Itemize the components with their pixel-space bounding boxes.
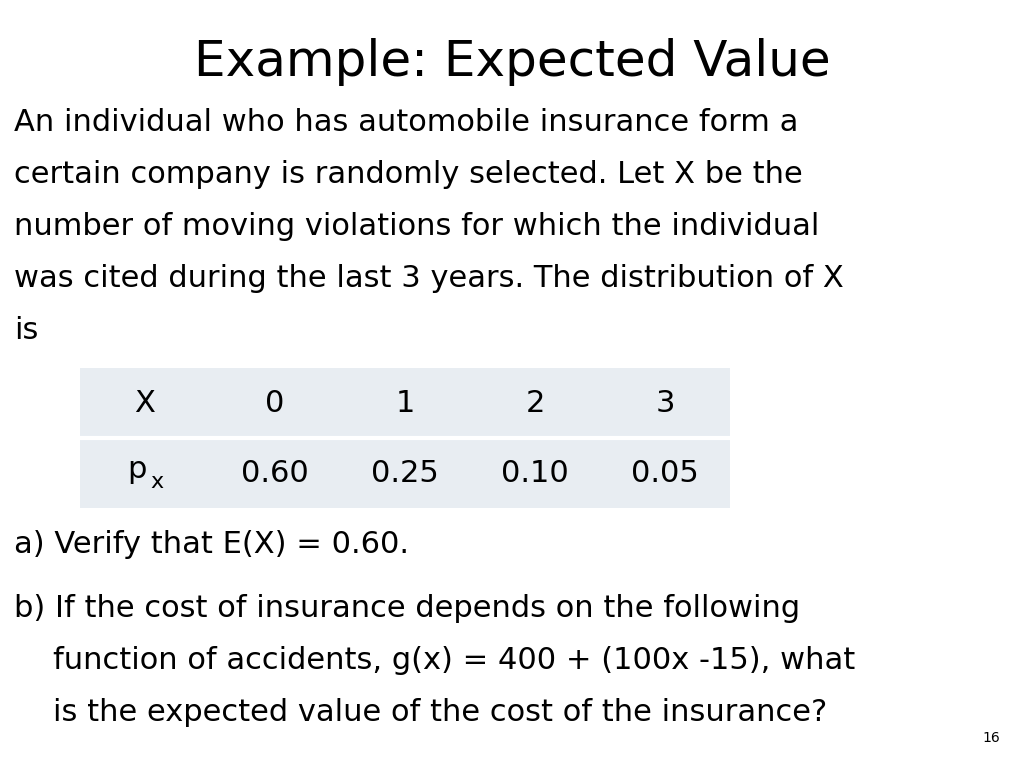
Text: a) Verify that E(X) = 0.60.: a) Verify that E(X) = 0.60. bbox=[14, 530, 409, 559]
Text: An individual who has automobile insurance form a: An individual who has automobile insuran… bbox=[14, 108, 799, 137]
Text: p: p bbox=[127, 455, 146, 484]
Text: 16: 16 bbox=[982, 731, 1000, 745]
Bar bbox=[80, 438, 730, 508]
Text: is: is bbox=[14, 316, 38, 345]
Text: x: x bbox=[151, 472, 164, 492]
Text: Example: Expected Value: Example: Expected Value bbox=[194, 38, 830, 86]
Text: 3: 3 bbox=[655, 389, 675, 418]
Text: 0.10: 0.10 bbox=[501, 458, 569, 488]
Text: X: X bbox=[134, 389, 156, 418]
Text: 0.25: 0.25 bbox=[371, 458, 439, 488]
Text: is the expected value of the cost of the insurance?: is the expected value of the cost of the… bbox=[14, 698, 827, 727]
Text: number of moving violations for which the individual: number of moving violations for which th… bbox=[14, 212, 819, 241]
Text: function of accidents, g(x) = 400 + (100x -15), what: function of accidents, g(x) = 400 + (100… bbox=[14, 646, 855, 675]
Text: 1: 1 bbox=[395, 389, 415, 418]
Text: 0.60: 0.60 bbox=[241, 458, 309, 488]
Text: 2: 2 bbox=[525, 389, 545, 418]
Text: certain company is randomly selected. Let X be the: certain company is randomly selected. Le… bbox=[14, 160, 803, 189]
Text: 0.05: 0.05 bbox=[631, 458, 698, 488]
Text: was cited during the last 3 years. The distribution of X: was cited during the last 3 years. The d… bbox=[14, 264, 844, 293]
Bar bbox=[80, 368, 730, 438]
Text: b) If the cost of insurance depends on the following: b) If the cost of insurance depends on t… bbox=[14, 594, 800, 623]
Text: 0: 0 bbox=[265, 389, 285, 418]
